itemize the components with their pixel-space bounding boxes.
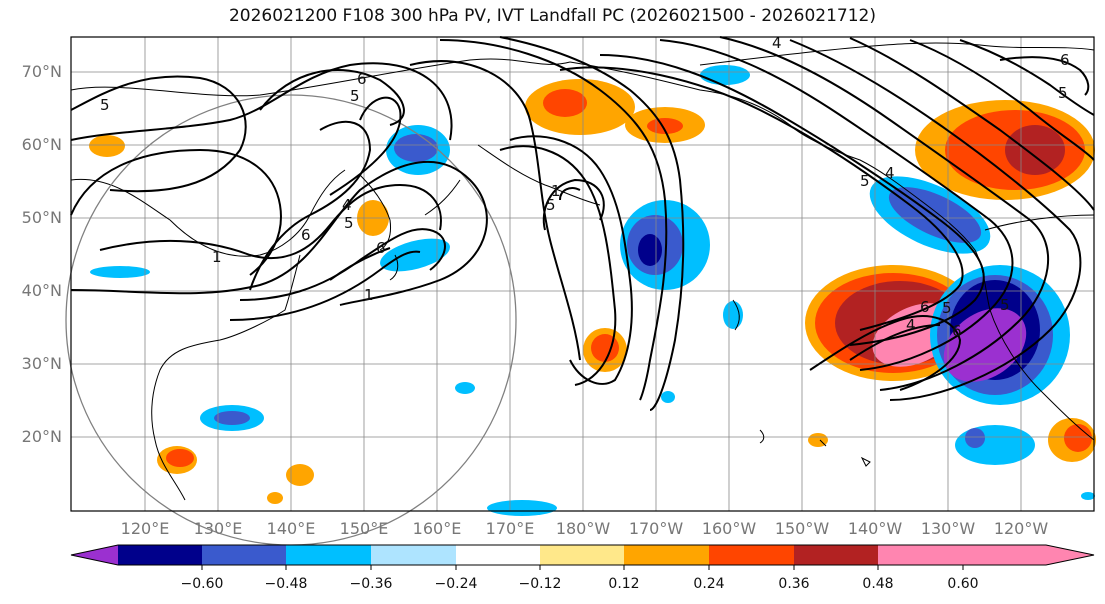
contour-label: 1 bbox=[212, 248, 222, 266]
lon-label: 120°E bbox=[120, 519, 170, 538]
contour-label: 5 bbox=[350, 87, 360, 105]
lon-label: 170°W bbox=[628, 519, 684, 538]
lon-label: 130°E bbox=[193, 519, 243, 538]
lon-label: 160°W bbox=[701, 519, 757, 538]
lat-label: 40°N bbox=[21, 281, 62, 300]
contour-label: 6 bbox=[920, 298, 930, 316]
contour-label: 5 bbox=[1000, 296, 1010, 314]
contour-label: 5 bbox=[942, 299, 952, 317]
contour-label: 5 bbox=[1058, 84, 1068, 102]
lon-label: 120°W bbox=[993, 519, 1049, 538]
lat-label: 30°N bbox=[21, 354, 62, 373]
colorbar-segment bbox=[624, 545, 709, 565]
contour-label: 6 bbox=[376, 239, 386, 257]
colorbar-tick-label: −0.12 bbox=[518, 576, 562, 592]
colorbar-tick-label: −0.60 bbox=[180, 576, 224, 592]
map-frame bbox=[70, 36, 1095, 512]
colorbar-tick-label: −0.48 bbox=[264, 576, 308, 592]
colorbar-segment bbox=[878, 545, 963, 565]
contour-label: 5 bbox=[100, 96, 110, 114]
lon-label: 130°W bbox=[920, 519, 976, 538]
contour-label: 4 bbox=[772, 34, 782, 52]
contour-label: 5 bbox=[546, 196, 556, 214]
contour-label: 5 bbox=[860, 172, 870, 190]
lat-label: 20°N bbox=[21, 427, 62, 446]
lon-label: 150°W bbox=[774, 519, 830, 538]
contour-label: 6 bbox=[301, 226, 311, 244]
lon-label: 170°E bbox=[485, 519, 535, 538]
colorbar-segment bbox=[540, 545, 624, 565]
colorbar-extend-left bbox=[71, 545, 118, 565]
colorbar bbox=[70, 544, 1095, 570]
lat-label: 60°N bbox=[21, 135, 62, 154]
contour-label: 4 bbox=[906, 316, 916, 334]
contour-label: 1 bbox=[551, 182, 561, 200]
lat-label: 70°N bbox=[21, 62, 62, 81]
contour-label: 4 bbox=[885, 164, 895, 182]
colorbar-segment bbox=[202, 545, 286, 565]
pv-contours bbox=[70, 36, 1095, 411]
colorbar-tick-label: 0.24 bbox=[693, 576, 725, 592]
colorbar-tick-label: −0.36 bbox=[349, 576, 393, 592]
contour-label: 4 bbox=[342, 196, 352, 214]
lon-label: 140°W bbox=[847, 519, 903, 538]
colorbar-segment bbox=[286, 545, 371, 565]
contour-label: 1 bbox=[364, 286, 374, 304]
contour-label: 6 bbox=[1060, 51, 1070, 69]
colorbar-segment bbox=[371, 545, 456, 565]
lon-label: 160°E bbox=[412, 519, 462, 538]
colorbar-segment bbox=[794, 545, 878, 565]
contour-labels: 5 6 5 4 1 5 6 6 1 5 1 4 5 6 5 4 6 5 6 5 … bbox=[100, 34, 1070, 340]
lon-label: 150°E bbox=[339, 519, 389, 538]
colorbar-segment bbox=[456, 545, 540, 565]
contour-label: 6 bbox=[357, 70, 367, 88]
colorbar-tick-label: 0.12 bbox=[608, 576, 640, 592]
lat-label: 50°N bbox=[21, 208, 62, 227]
colorbar-tick-label: 0.48 bbox=[862, 576, 894, 592]
contour-label: 6 bbox=[952, 322, 962, 340]
colorbar-tick-label: −0.24 bbox=[434, 576, 478, 592]
lon-label: 140°E bbox=[266, 519, 316, 538]
colorbar-tick-label: 0.60 bbox=[947, 576, 979, 592]
chart-title: 2026021200 F108 300 hPa PV, IVT Landfall… bbox=[228, 6, 876, 26]
contour-label: 5 bbox=[344, 214, 354, 232]
colorbar-tick-label: 0.36 bbox=[778, 576, 810, 592]
colorbar-extend-right bbox=[963, 545, 1094, 565]
colorbar-segment bbox=[118, 545, 202, 565]
lon-label: 180°W bbox=[555, 519, 611, 538]
colorbar-segment bbox=[709, 545, 794, 565]
